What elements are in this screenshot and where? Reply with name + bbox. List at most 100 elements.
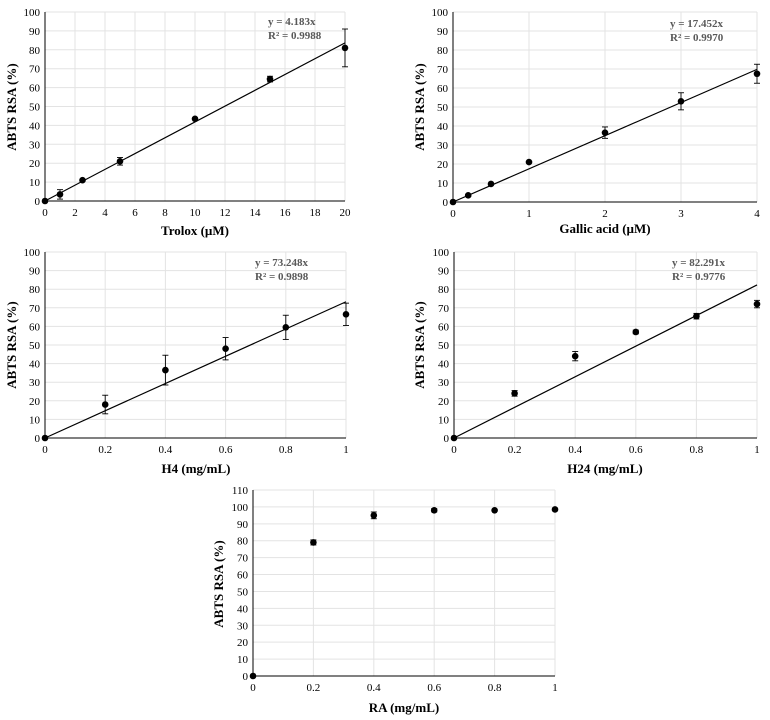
h24-x-tick-label: 0.4	[568, 444, 582, 456]
gallic-acid-y-tick-label: 10	[437, 178, 449, 190]
h24-x-tick-label: 0.8	[690, 444, 704, 456]
trolox-x-axis-title: Trolox (µM)	[161, 223, 229, 238]
trolox-x-tick-label: 16	[280, 207, 292, 219]
gallic-acid-y-tick-label: 70	[437, 64, 449, 76]
gallic-acid-r2: R² = 0.9970	[670, 32, 724, 44]
h24-y-tick-label: 70	[438, 303, 450, 315]
trolox-y-tick-label: 90	[29, 26, 41, 38]
gallic-acid-y-axis-title: ABTS RSA (%)	[412, 63, 427, 150]
gallic-acid-data-point	[753, 70, 761, 78]
h4-y-tick-label: 30	[29, 377, 41, 389]
trolox-data-point	[341, 44, 349, 52]
h24-y-axis-title: ABTS RSA (%)	[412, 301, 427, 388]
h4-y-tick-label: 60	[29, 321, 41, 333]
trolox-x-tick-label: 14	[250, 207, 262, 219]
ra-x-tick-label: 0.4	[367, 682, 381, 694]
ra-x-tick-label: 0.6	[427, 682, 441, 694]
h24-data-point	[693, 312, 700, 320]
ra-data-point	[370, 512, 378, 519]
h4-y-tick-label: 10	[29, 414, 41, 426]
gallic-acid-y-tick-label: 60	[437, 83, 449, 95]
trolox-x-tick-label: 0	[42, 207, 48, 219]
h4-y-tick-label: 100	[24, 247, 41, 259]
trolox-equation: y = 4.183x	[268, 16, 316, 28]
h24-r2: R² = 0.9776	[672, 271, 726, 283]
trolox-x-tick-label: 4	[102, 207, 108, 219]
h4-y-tick-label: 80	[29, 284, 41, 296]
gallic-acid-y-tick-label: 80	[437, 45, 449, 57]
h4-x-tick-label: 0.4	[159, 444, 173, 456]
trolox-y-tick-label: 80	[29, 45, 41, 57]
ra-y-tick-label: 10	[237, 654, 249, 666]
h24-x-tick-label: 0.6	[629, 444, 643, 456]
h4-y-tick-label: 70	[29, 303, 41, 315]
trolox-data-point	[116, 158, 124, 165]
h4-x-tick-label: 0.2	[98, 444, 112, 456]
trolox-x-tick-label: 12	[220, 207, 231, 219]
ra-y-tick-label: 100	[232, 502, 249, 514]
trolox-data-point	[266, 75, 274, 83]
ra-data-point	[310, 539, 317, 546]
ra-y-tick-label: 0	[243, 671, 249, 683]
h4-plot-area: 0 10 20 30 40 50 60 70 80 90 100 0 0.2 0.4 0.6 0.8 1	[24, 247, 350, 456]
gallic-acid-y-tick-label: 0	[443, 197, 449, 209]
h4-trendline	[44, 301, 347, 439]
ra-y-tick-label: 90	[237, 519, 249, 531]
trolox-y-tick-label: 50	[29, 102, 41, 114]
h4-data-point	[41, 434, 49, 442]
ra-y-tick-label: 110	[232, 485, 249, 497]
h24-y-tick-label: 20	[438, 396, 450, 408]
h24-x-tick-label: 0	[451, 444, 457, 456]
h4-r2: R² = 0.9898	[255, 271, 309, 283]
gallic-acid-y-tick-label: 50	[437, 102, 449, 114]
trolox-y-tick-label: 70	[29, 64, 41, 76]
gallic-acid-data-point	[525, 158, 533, 166]
h24-plot-area: 0 10 20 30 40 50 60 70 80 90 100 0 0.2 0.4 0.6 0.8 1	[433, 247, 761, 456]
ra-x-tick-label: 0	[250, 682, 256, 694]
trolox-y-axis-title: ABTS RSA (%)	[4, 63, 19, 150]
gallic-acid-x-tick-label: 3	[678, 208, 684, 220]
h24-y-tick-label: 60	[438, 321, 450, 333]
h4-data-point	[101, 401, 109, 408]
h24-y-tick-label: 30	[438, 377, 450, 389]
h24-data-point	[753, 300, 761, 308]
h4-data-point	[342, 311, 350, 318]
trolox-y-tick-label: 30	[29, 139, 41, 151]
h24-data-point	[450, 434, 458, 442]
ra-y-axis-title: ABTS RSA (%)	[211, 540, 226, 627]
h4-data-point	[162, 366, 169, 374]
h4-y-tick-label: 50	[29, 340, 41, 352]
gallic-acid-x-tick-label: 4	[754, 208, 760, 220]
ra-x-axis-title: RA (mg/mL)	[369, 700, 439, 715]
ra-y-tick-label: 60	[237, 570, 249, 582]
h24-x-tick-label: 0.2	[508, 444, 522, 456]
gallic-acid-y-tick-label: 90	[437, 26, 449, 38]
h24-trendline	[453, 284, 758, 439]
h24-data-point	[571, 352, 579, 360]
h4-y-tick-label: 0	[35, 433, 41, 445]
gallic-acid-x-tick-label: 2	[602, 208, 608, 220]
h4-x-tick-label: 0.8	[279, 444, 293, 456]
ra-y-tick-label: 20	[237, 637, 249, 649]
trolox-r2: R² = 0.9988	[268, 30, 322, 42]
h24-y-tick-label: 90	[438, 266, 450, 278]
trolox-y-tick-label: 40	[29, 120, 41, 132]
h24-y-tick-label: 80	[438, 284, 450, 296]
gallic-acid-data-point	[449, 198, 457, 206]
gallic-acid-data-point	[487, 180, 495, 188]
h24-x-tick-label: 1	[754, 444, 760, 456]
ra-x-tick-label: 0.2	[307, 682, 321, 694]
ra-x-tick-label: 1	[552, 682, 558, 694]
h4-x-axis-title: H4 (mg/mL)	[162, 461, 231, 476]
gallic-acid-y-tick-label: 30	[437, 140, 449, 152]
gallic-acid-y-tick-label: 100	[432, 7, 449, 19]
trolox-data-point	[191, 115, 199, 123]
trolox-data-point	[41, 197, 49, 205]
ra-x-tick-label: 0.8	[488, 682, 502, 694]
h24-chart: 0 10 20 30 40 50 60 70 80 90 100 0 0.2 0.4 0.6 0.8 1 y =…	[412, 247, 761, 476]
trolox-x-tick-label: 8	[162, 207, 168, 219]
